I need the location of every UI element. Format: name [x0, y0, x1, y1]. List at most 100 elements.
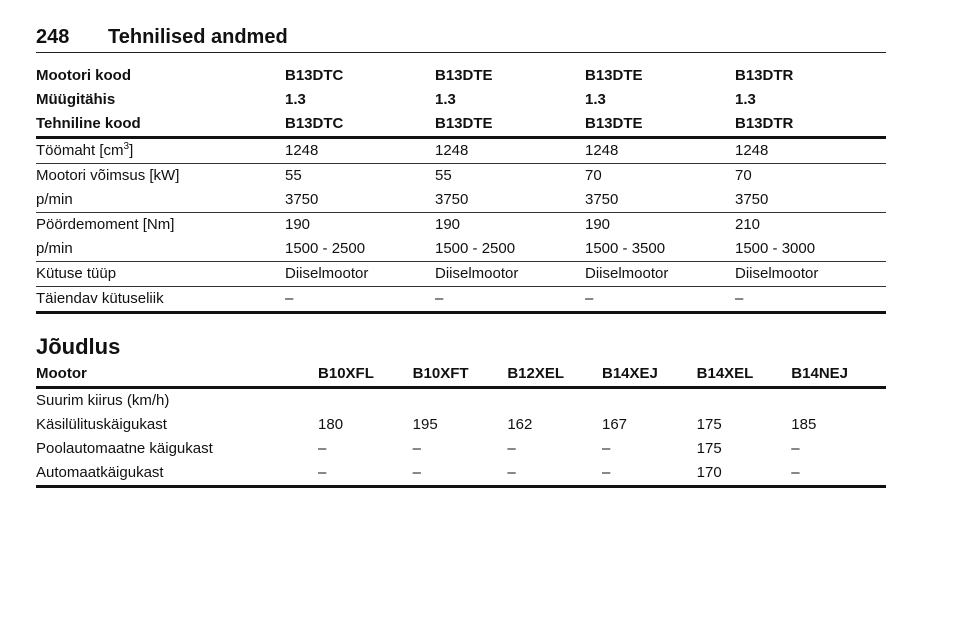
table-cell: 190 — [285, 216, 311, 233]
superscript: 3 — [123, 141, 130, 152]
table-cell: – — [507, 461, 602, 488]
table-cell: 70 — [735, 167, 752, 184]
table-row: p/min 1500 - 2500 1500 - 2500 1500 - 350… — [36, 237, 886, 262]
table-cell: 1.3 — [435, 91, 456, 108]
table-cell: Mootori kood — [36, 67, 131, 84]
table-cell: 190 — [435, 216, 461, 233]
table-row: p/min 3750 3750 3750 3750 — [36, 188, 886, 213]
table-row: Mootori võimsus [kW] 55 55 70 70 — [36, 164, 886, 189]
table-cell: 55 — [285, 167, 302, 184]
table-row: Mootori kood B13DTC B13DTE B13DTE B13DTR — [36, 64, 886, 88]
table-cell: – — [507, 440, 516, 457]
table-cell: 180 — [318, 416, 344, 433]
table-cell: B13DTR — [735, 67, 794, 84]
table-cell: Täiendav kütuseliik — [36, 286, 285, 314]
table-cell: B13DTE — [435, 67, 493, 84]
table-cell: B13DTC — [285, 112, 435, 139]
table-cell: 195 — [412, 416, 438, 433]
table-cell: 3750 — [435, 188, 585, 213]
table-cell: 1248 — [585, 137, 735, 164]
table-row: Täiendav kütuseliik – – – – — [36, 286, 886, 314]
table-cell: p/min — [36, 237, 285, 262]
table-cell: 175 — [696, 440, 722, 457]
table-cell: Käsilülituskäigukast — [36, 416, 167, 433]
table-cell: – — [412, 440, 422, 457]
table-row: Suurim kiirus (km/h) — [36, 388, 886, 414]
table-header-row: Mootor B10XFL B10XFT B12XEL B14XEJ B14XE… — [36, 362, 886, 389]
engine-data-table: Mootori kood B13DTC B13DTE B13DTE B13DTR… — [36, 64, 886, 314]
column-header: B14XEL — [696, 362, 792, 389]
table-cell: – — [412, 461, 508, 488]
table-cell: 162 — [507, 416, 533, 433]
performance-table: Mootor B10XFL B10XFT B12XEL B14XEJ B14XE… — [36, 362, 886, 488]
table-cell: B13DTE — [585, 67, 643, 84]
column-header: B10XFT — [412, 362, 508, 389]
table-cell: 70 — [585, 167, 602, 184]
table-cell: 3750 — [285, 188, 435, 213]
table-cell: Poolautomaatne käigukast — [36, 440, 213, 457]
table-cell: B13DTR — [735, 112, 886, 139]
table-cell: – — [735, 286, 886, 314]
table-cell: Tehniline kood — [36, 112, 285, 139]
table-cell: 1.3 — [285, 91, 306, 108]
table-cell: – — [318, 440, 327, 457]
table-row: Pöördemoment [Nm] 190 190 190 210 — [36, 213, 886, 238]
section-title: Jõudlus — [36, 334, 121, 359]
table-cell: 175 — [696, 416, 722, 433]
table-cell: Pöördemoment [Nm] — [36, 216, 175, 233]
table-cell: B13DTE — [585, 112, 735, 139]
table-cell: – — [791, 461, 886, 488]
table-cell: – — [601, 440, 611, 457]
table-cell: 1.3 — [585, 91, 606, 108]
table-cell: Mootori võimsus [kW] — [36, 167, 180, 184]
table-cell: Diiselmootor — [585, 261, 735, 287]
displacement-label-end: ] — [129, 142, 134, 159]
table-row: Kütuse tüüp Diiselmootor Diiselmootor Di… — [36, 261, 886, 287]
displacement-label: Töömaht [cm — [36, 142, 124, 159]
table-row: Automaatkäigukast – – – – 170 – — [36, 461, 886, 488]
page-number: 248 — [36, 26, 70, 48]
table-cell: Diiselmootor — [735, 261, 886, 287]
table-row: Tehniline kood B13DTC B13DTE B13DTE B13D… — [36, 112, 886, 139]
table-cell: 1.3 — [735, 91, 756, 108]
table-subheading: Suurim kiirus (km/h) — [36, 392, 170, 409]
table-cell: Diiselmootor — [285, 261, 435, 287]
table-cell: 167 — [601, 416, 628, 433]
table-cell: 1500 - 2500 — [285, 237, 435, 262]
table-cell: – — [601, 461, 697, 488]
table-cell: 1500 - 3000 — [735, 237, 886, 262]
table-cell: p/min — [36, 188, 285, 213]
table-cell: Müügitähis — [36, 91, 116, 108]
table-cell: – — [318, 461, 413, 488]
table-cell: 1248 — [435, 137, 585, 164]
table-cell: 3750 — [735, 188, 886, 213]
table-cell: – — [791, 440, 800, 457]
table-cell: – — [435, 286, 585, 314]
table-row: Töömaht [cm3] 1248 1248 1248 1248 — [36, 137, 886, 164]
page-title: Tehnilised andmed — [108, 26, 288, 48]
table-cell: B13DTE — [435, 112, 585, 139]
column-header: Mootor — [36, 362, 319, 389]
column-header: B12XEL — [507, 362, 602, 389]
table-cell: 1248 — [735, 137, 886, 164]
table-row: Käsilülituskäigukast 180 195 162 167 175… — [36, 413, 886, 437]
table-cell: 185 — [791, 416, 817, 433]
table-cell: 1500 - 2500 — [435, 237, 585, 262]
table-cell: Diiselmootor — [435, 261, 585, 287]
table-cell: B13DTC — [285, 67, 344, 84]
table-cell: 170 — [696, 461, 792, 488]
table-cell: 210 — [735, 216, 761, 233]
table-cell: 1500 - 3500 — [585, 237, 735, 262]
table-cell: 3750 — [585, 188, 735, 213]
table-cell: Automaatkäigukast — [36, 461, 319, 488]
table-cell: Kütuse tüüp — [36, 261, 285, 287]
table-cell: – — [585, 286, 735, 314]
table-row: Poolautomaatne käigukast – – – – 175 – — [36, 437, 886, 461]
table-cell: 1248 — [285, 137, 435, 164]
table-cell: 190 — [585, 216, 611, 233]
column-header: B14NEJ — [791, 362, 886, 389]
table-row: Müügitähis 1.3 1.3 1.3 1.3 — [36, 88, 886, 112]
column-header: B14XEJ — [601, 362, 697, 389]
page-header: 248 Tehnilised andmed — [36, 26, 886, 53]
column-header: B10XFL — [318, 362, 413, 389]
